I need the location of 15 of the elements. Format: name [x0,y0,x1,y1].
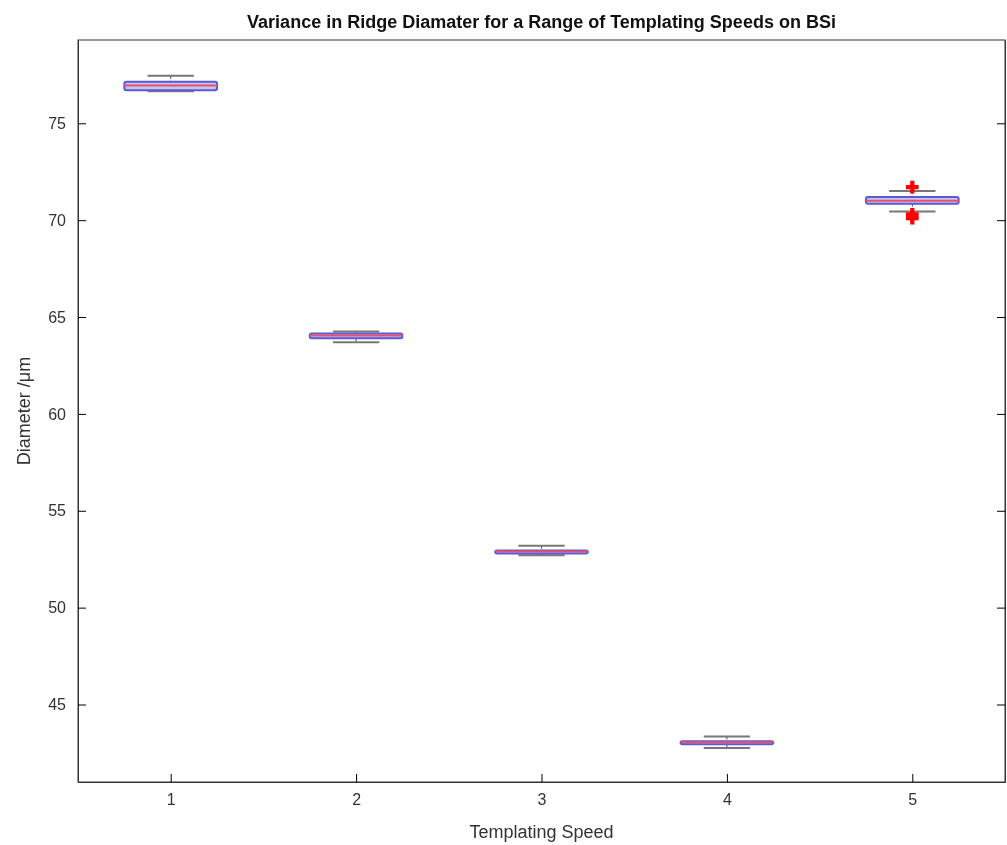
x-tick-label: 5 [908,791,918,809]
x-axis-title: Templating Speed [469,822,614,842]
x-tick-label: 3 [537,791,547,809]
x-tick-label: 4 [722,791,732,809]
chart-title: Variance in Ridge Diamater for a Range of Templating Speeds on BSi [247,12,836,32]
y-tick-label: 70 [48,211,67,229]
y-tick-label: 55 [48,502,67,520]
y-tick-label: 60 [48,405,67,423]
x-tick-label: 2 [352,791,362,809]
x-tick-label: 1 [166,791,176,809]
y-tick-label: 45 [48,696,67,714]
y-tick-label: 75 [48,114,67,132]
y-axis-title: Diameter /μm [14,356,34,466]
y-tick-label: 65 [48,308,67,326]
y-tick-label: 50 [48,599,67,617]
